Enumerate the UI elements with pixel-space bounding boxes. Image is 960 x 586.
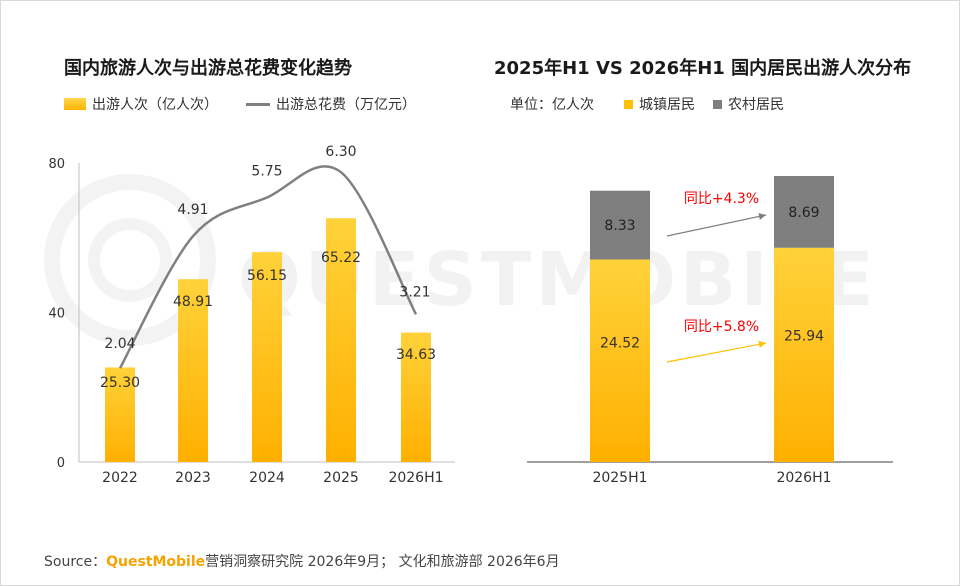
spend-data-label: 5.75: [251, 164, 282, 180]
left-bars: [105, 218, 431, 462]
spend-data-label: 2.04: [104, 336, 135, 352]
legend-label-trips: 出游人次（亿人次）: [92, 97, 218, 113]
trips-data-label: 34.63: [396, 347, 436, 363]
right-legend: 单位：亿人次 城镇居民 农村居民: [510, 94, 784, 114]
trips-data-label: 56.15: [247, 268, 287, 284]
rural-bar-segment: [590, 190, 650, 260]
legend-item-trips: 出游人次（亿人次）: [64, 94, 218, 114]
trips-bar: [178, 279, 208, 462]
x-tick-label: 2023: [175, 470, 211, 486]
trips-bar: [401, 332, 431, 462]
right-annotations: 同比+4.3% 同比+5.8%: [666, 191, 767, 363]
source-label: Source：: [44, 554, 107, 570]
right-chart-title: 2025年H1 VS 2026年H1 国内居民出游人次分布: [494, 58, 912, 79]
trips-data-label: 48.91: [173, 294, 213, 310]
rural-data-label: 8.33: [604, 218, 635, 234]
x-tick-label: 2026H1: [776, 470, 831, 486]
urban-bar-segment: [774, 247, 834, 462]
legend-label-spend: 出游总花费（万亿元）: [276, 97, 416, 113]
watermark-logo-inner-icon: [88, 218, 172, 302]
watermark-logo-icon: [44, 174, 216, 346]
annotation-label: 同比+5.8%: [684, 319, 759, 335]
source-text: 营销洞察研究院 2026年9月； 文化和旅游部 2026年6月: [205, 554, 560, 570]
annotation-arrow-line: [666, 214, 767, 237]
legend-line-swatch-icon: [246, 102, 270, 106]
left-spend-line: [118, 165, 418, 369]
source-footer: Source：QuestMobile营销洞察研究院 2026年9月； 文化和旅游…: [44, 551, 560, 571]
annotation-arrow-line: [666, 342, 767, 363]
legend-urban-swatch-icon: [624, 99, 633, 109]
urban-data-label: 24.52: [600, 336, 640, 352]
spend-data-label: 6.30: [325, 144, 356, 160]
legend-label-urban: 城镇居民: [639, 97, 695, 113]
y-tick-label: 0: [57, 456, 65, 471]
urban-data-label: 25.94: [784, 329, 824, 345]
x-tick-label: 2022: [102, 470, 138, 486]
left-data-labels: 2.04 4.91 5.75 6.30 3.21 25.30 48.91 56.15 65.22…: [100, 144, 436, 391]
spend-line-path: [118, 165, 418, 369]
left-y-axis: 0 40 80 2022 2023 2024 2025 2026H1: [48, 157, 455, 486]
spend-data-label: 3.21: [399, 284, 430, 300]
legend-item-spend: 出游总花费（万亿元）: [246, 94, 416, 114]
trips-bar: [105, 367, 135, 462]
annotation-arrow-head-icon: [758, 340, 766, 348]
trips-bar: [252, 252, 282, 462]
x-tick-label: 2025H1: [592, 470, 647, 486]
legend-item-rural: 农村居民: [713, 94, 784, 114]
x-tick-label: 2025: [323, 470, 359, 486]
spend-data-label: 4.91: [177, 202, 208, 218]
legend-item-urban: 城镇居民: [624, 94, 695, 114]
annotation-label: 同比+4.3%: [684, 191, 759, 207]
unit-label: 单位：亿人次: [510, 97, 594, 113]
rural-data-label: 8.69: [788, 205, 819, 221]
trips-data-label: 65.22: [321, 250, 361, 266]
legend-bar-swatch-icon: [64, 98, 86, 110]
left-legend: 出游人次（亿人次） 出游总花费（万亿元）: [64, 94, 416, 114]
y-tick-label: 40: [48, 307, 65, 322]
left-chart-title: 国内旅游人次与出游总花费变化趋势: [64, 58, 352, 79]
x-tick-label: 2026H1: [388, 470, 443, 486]
right-stacked-bars: 24.52 8.33 2025H1 25.94 8.69 2026H1: [527, 176, 893, 486]
annotation-arrow-head-icon: [758, 213, 766, 220]
source-brand: QuestMobile: [106, 554, 206, 570]
trips-bar: [326, 218, 356, 462]
legend-label-rural: 农村居民: [728, 97, 784, 113]
trips-data-label: 25.30: [100, 375, 140, 391]
x-tick-label: 2024: [249, 470, 285, 486]
urban-bar-segment: [590, 259, 650, 462]
legend-rural-swatch-icon: [713, 99, 722, 109]
rural-bar-segment: [774, 176, 834, 248]
y-tick-label: 80: [48, 157, 65, 172]
